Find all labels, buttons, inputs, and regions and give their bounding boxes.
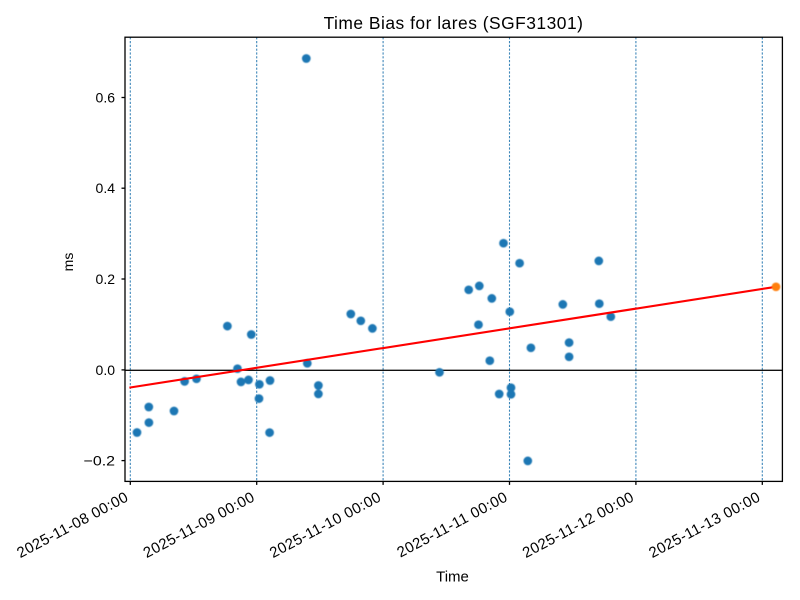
svg-text:0.2: 0.2 <box>96 271 116 287</box>
svg-text:0.4: 0.4 <box>96 180 116 196</box>
svg-text:Time Bias for lares (SGF31301): Time Bias for lares (SGF31301) <box>324 13 584 33</box>
svg-text:Time: Time <box>436 569 469 586</box>
svg-text:−0.2: −0.2 <box>84 453 116 469</box>
svg-text:0.0: 0.0 <box>96 362 116 378</box>
svg-text:ms: ms <box>60 253 76 272</box>
svg-text:0.6: 0.6 <box>96 90 116 106</box>
